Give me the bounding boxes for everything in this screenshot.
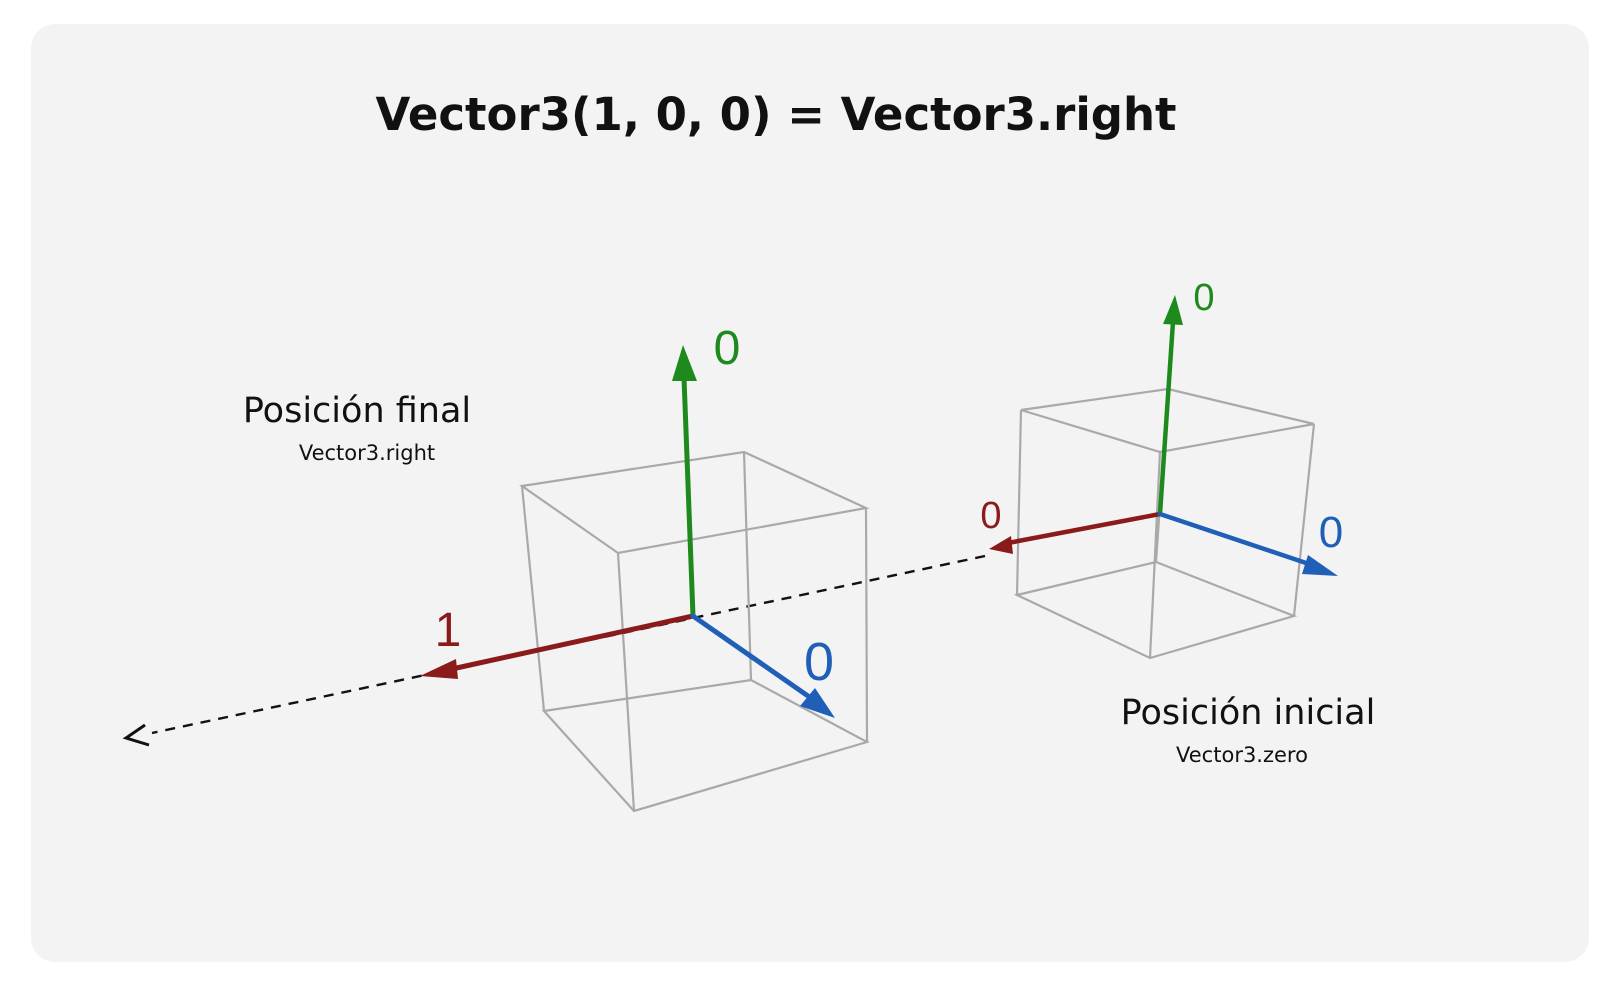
movement-path-line [151, 554, 986, 735]
initial-z-arrowhead-icon [1302, 555, 1338, 576]
movement-path-arrowhead-icon [122, 723, 150, 747]
final-z-axis [690, 613, 811, 699]
final-position-sublabel: Vector3.right [299, 441, 435, 465]
final-axes [420, 345, 835, 718]
final-z-value: 0 [804, 632, 834, 692]
initial-y-axis [1157, 319, 1176, 517]
initial-y-arrowhead-icon [1163, 295, 1183, 325]
initial-z-axis [1157, 511, 1315, 568]
initial-position-sublabel: Vector3.zero [1176, 743, 1308, 767]
diagram-panel [31, 24, 1589, 962]
initial-x-arrowhead-icon [989, 536, 1013, 554]
initial-z-value: 0 [1319, 508, 1343, 557]
initial-x-value: 0 [980, 495, 1001, 537]
final-x-arrowhead-icon [420, 659, 458, 679]
final-position-label: Posición final [243, 391, 471, 431]
final-y-arrowhead-icon [672, 345, 697, 381]
final-z-arrowhead-icon [800, 688, 835, 718]
initial-x-axis [1005, 511, 1163, 546]
final-cube [519, 450, 870, 813]
initial-axes [989, 295, 1338, 576]
final-y-axis [681, 375, 696, 619]
final-x-axis [449, 613, 696, 672]
final-y-value: 0 [714, 322, 741, 375]
diagram-title: Vector3(1, 0, 0) = Vector3.right [375, 88, 1176, 141]
initial-y-value: 0 [1193, 277, 1214, 319]
initial-position-label: Posición inicial [1121, 693, 1376, 733]
final-x-value: 1 [435, 604, 462, 657]
